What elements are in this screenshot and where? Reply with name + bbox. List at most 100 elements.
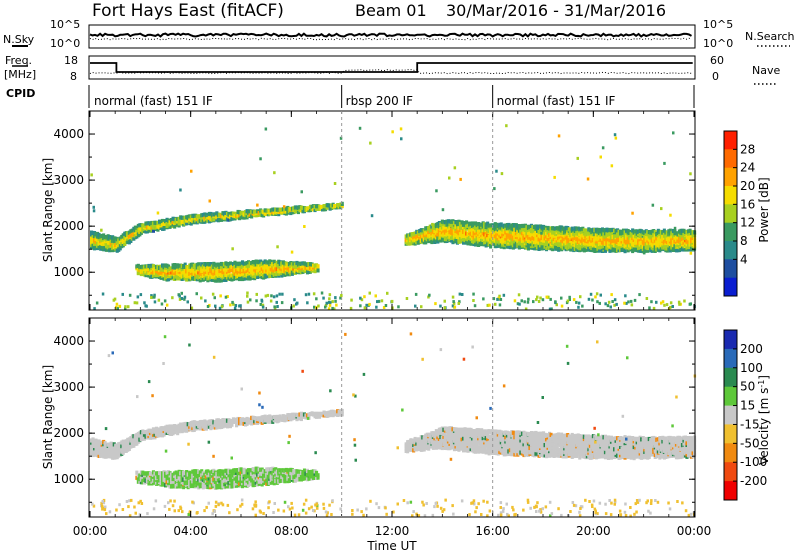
- data-cell: [135, 470, 139, 475]
- data-cell: [640, 248, 644, 253]
- data-cell: [567, 227, 571, 232]
- data-cell: [156, 475, 160, 480]
- noise-cell: [340, 294, 343, 297]
- noise-cell: [523, 300, 526, 304]
- nsearch-tick-bottom: 10^0: [703, 37, 733, 50]
- data-cell: [308, 265, 312, 270]
- data-cell: [250, 421, 254, 426]
- noise-cell: [226, 295, 229, 298]
- noise-cell: [451, 295, 455, 299]
- noise-cell: [183, 297, 186, 301]
- data-cell: [315, 470, 319, 475]
- data-cell: [439, 238, 443, 243]
- data-cell: [141, 223, 145, 228]
- data-cell: [272, 259, 276, 264]
- data-cell: [549, 243, 553, 249]
- data-cell: [549, 237, 553, 242]
- data-cell: [519, 224, 523, 229]
- noise-cell: [595, 292, 599, 296]
- noise-cell: [579, 295, 582, 299]
- data-cell: [339, 412, 343, 417]
- noise-cell: [494, 302, 497, 306]
- noise-cell: [457, 302, 460, 305]
- noise-cell: [365, 303, 368, 307]
- noise-cell: [95, 301, 99, 305]
- noise-cell: [328, 293, 332, 297]
- data-cell: [171, 216, 175, 221]
- data-cell: [180, 474, 184, 479]
- noise-cell: [328, 297, 331, 301]
- data-cell: [197, 474, 201, 479]
- noise-cell: [428, 293, 431, 297]
- data-cell: [111, 455, 115, 460]
- noise-cell: [329, 301, 332, 305]
- data-cell: [112, 238, 116, 243]
- data-cell: [97, 232, 101, 238]
- data-cell: [203, 266, 207, 271]
- data-cell: [625, 235, 629, 240]
- noise-cell: [683, 299, 686, 303]
- data-cell: [218, 425, 222, 430]
- data-cell: [218, 278, 222, 283]
- noise-cell: [264, 294, 268, 298]
- noise-cell: [327, 307, 331, 311]
- noise-cell: [124, 305, 127, 309]
- noise-cell: [133, 301, 137, 305]
- data-cell: [293, 412, 297, 417]
- speckle-cell: [179, 188, 182, 192]
- data-cell: [197, 262, 201, 267]
- noise-cell: [572, 298, 576, 302]
- noise-cell: [234, 304, 238, 307]
- noise-cell: [229, 303, 232, 307]
- cpid-segment-label: normal (fast) 151 IF: [497, 94, 616, 108]
- noise-cell: [526, 300, 530, 304]
- noise-cell: [307, 292, 311, 296]
- noise-cell: [496, 297, 499, 301]
- noise-cell: [359, 296, 362, 300]
- data-cell: [316, 475, 320, 480]
- data-cell: [263, 414, 267, 419]
- data-cell: [302, 468, 306, 473]
- data-cell: [458, 232, 462, 237]
- speckle-cell: [276, 245, 279, 249]
- data-cell: [129, 238, 133, 243]
- speckle-cell: [669, 213, 672, 217]
- data-cell: [141, 470, 145, 475]
- speckle-cell: [545, 247, 548, 251]
- data-cell: [324, 207, 328, 212]
- data-cell: [248, 468, 252, 473]
- noise-cell: [520, 299, 523, 303]
- data-cell: [428, 444, 432, 449]
- data-cell: [458, 438, 462, 443]
- data-cell: [688, 233, 692, 239]
- noise-cell: [112, 298, 116, 302]
- data-cell: [203, 271, 207, 276]
- data-cell: [597, 248, 601, 253]
- data-cell: [564, 235, 568, 240]
- data-cell: [141, 480, 145, 485]
- data-cell: [283, 477, 287, 482]
- noise-cell: [232, 302, 235, 306]
- data-cell: [299, 411, 303, 416]
- velocity-data: [90, 332, 697, 518]
- data-cell: [462, 240, 466, 245]
- data-cell: [250, 418, 254, 423]
- data-cell: [278, 468, 282, 473]
- data-cell: [186, 480, 190, 486]
- data-cell: [250, 264, 254, 269]
- speckle-cell: [663, 161, 666, 165]
- noise-cell: [178, 297, 182, 301]
- noise-cell: [275, 294, 279, 298]
- noise-cell: [339, 296, 342, 300]
- noise-cell: [451, 304, 455, 308]
- data-cell: [474, 234, 478, 239]
- noise-cell: [414, 292, 418, 296]
- data-cell: [263, 479, 267, 484]
- power-data: [90, 124, 697, 311]
- noise-cell: [269, 299, 273, 303]
- data-cell: [489, 244, 493, 249]
- noise-cell: [591, 298, 594, 302]
- data-cell: [670, 234, 674, 239]
- data-cell: [111, 244, 115, 249]
